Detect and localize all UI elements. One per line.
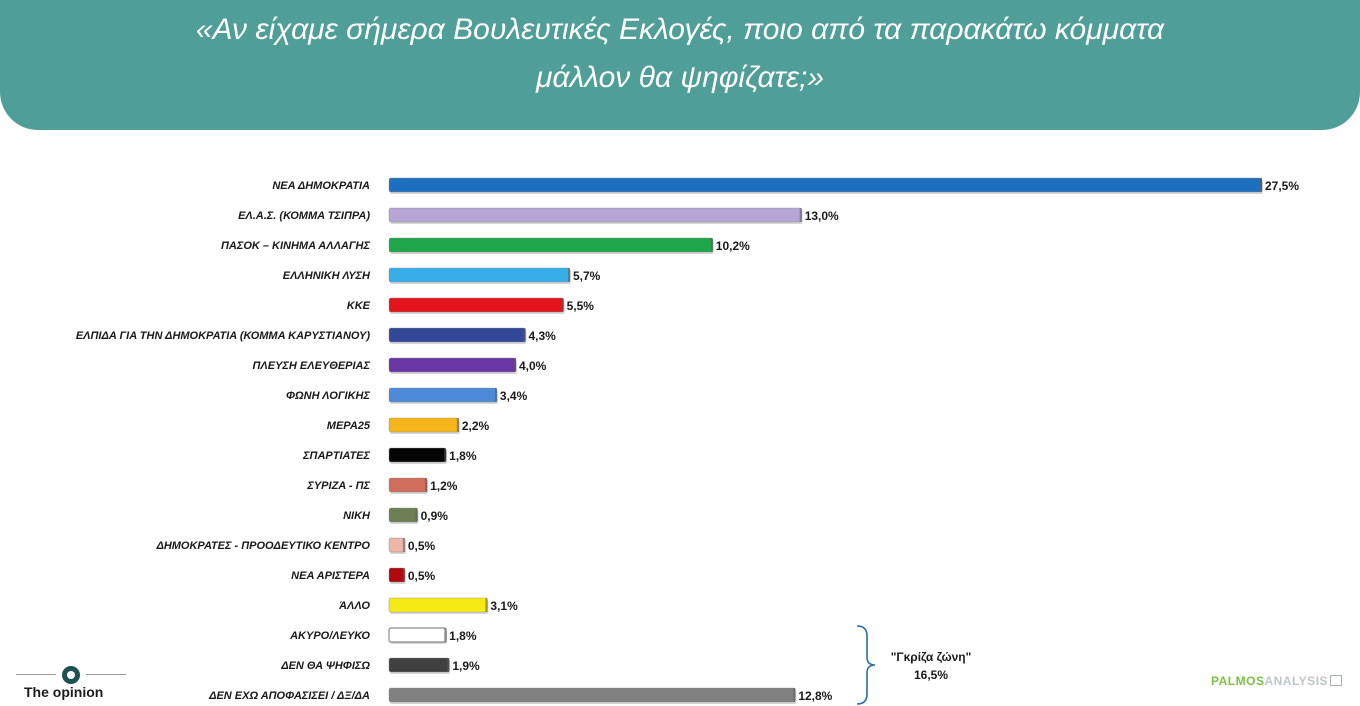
bar-end-cap <box>523 328 526 342</box>
category-label: ΝΕΑ ΑΡΙΣΤΕΡΑ <box>291 570 370 582</box>
value-label: 3,4% <box>500 389 528 403</box>
category-label: ΕΛΠΙΔΑ ΓΙΑ ΤΗΝ ΔΗΜΟΚΡΑΤΙΑ (ΚΟΜΜΑ ΚΑΡΥΣΤΙ… <box>76 330 370 342</box>
value-label: 10,2% <box>716 239 750 253</box>
value-label: 5,7% <box>573 269 601 283</box>
category-label: ΜΕΡΑ25 <box>327 420 371 432</box>
value-label: 27,5% <box>1265 179 1299 193</box>
value-label: 12,8% <box>798 689 832 703</box>
category-label: ΔΗΜΟΚΡΑΤΕΣ - ΠΡΟΟΔΕΥΤΙΚΟ ΚΕΝΤΡΟ <box>155 540 370 552</box>
value-label: 0,5% <box>408 569 436 583</box>
bar-end-cap <box>485 598 488 612</box>
the-opinion-wordmark: The opinion <box>24 684 104 700</box>
category-label: ΑΚΥΡΟ/ΛΕΥΚΟ <box>289 630 370 642</box>
bar-end-cap <box>425 478 428 492</box>
bar-end-cap <box>444 448 447 462</box>
grey-zone-value: 16,5% <box>914 668 948 682</box>
bar-end-cap <box>799 208 802 222</box>
bar <box>388 477 428 493</box>
bar <box>388 237 714 253</box>
category-label: ΝΕΑ ΔΗΜΟΚΡΑΤΙΑ <box>272 180 370 192</box>
bar-end-cap <box>793 688 796 702</box>
bar <box>388 687 796 703</box>
bar-end-cap <box>447 658 450 672</box>
value-label: 13,0% <box>805 209 839 223</box>
chart-title-line-2: μάλλον θα ψηφίζατε;» <box>535 61 825 94</box>
bar-end-cap <box>710 238 713 252</box>
category-label: ΠΑΣΟΚ – ΚΙΝΗΜΑ ΑΛΛΑΓΗΣ <box>221 240 371 252</box>
bar <box>388 177 1263 193</box>
value-label: 0,5% <box>408 539 436 553</box>
bar-end-cap <box>456 418 459 432</box>
bar-end-cap <box>561 298 564 312</box>
value-label: 1,8% <box>449 449 477 463</box>
value-label: 1,9% <box>452 659 480 673</box>
bar <box>388 207 802 223</box>
bar <box>388 507 418 523</box>
value-label: 1,8% <box>449 629 477 643</box>
category-label: ΕΛ.Α.Σ. (ΚΟΜΜΑ ΤΣΙΠΡΑ) <box>238 210 370 222</box>
bar <box>388 297 564 313</box>
value-label: 3,1% <box>490 599 518 613</box>
analysis-wordmark: ANALYSIS <box>1264 674 1329 688</box>
category-label: ΣΥΡΙΖΑ - ΠΣ <box>306 480 370 492</box>
bar <box>388 447 447 463</box>
palmos-analysis-logo: PALMOSANALYSIS <box>1211 674 1343 688</box>
bar <box>388 537 406 553</box>
chart-title: «Αν είχαμε σήμερα Βουλευτικές Εκλογές, π… <box>0 6 1360 102</box>
category-label: ΠΛΕΥΣΗ ΕΛΕΥΘΕΡΙΑΣ <box>253 360 371 372</box>
logo-rule-right <box>86 674 126 675</box>
bar <box>388 417 460 433</box>
category-label: ΣΠΑΡΤΙΑΤΕΣ <box>302 450 370 462</box>
category-label: ΦΩΝΗ ΛΟΓΙΚΗΣ <box>286 390 370 402</box>
logo-box-icon <box>1330 675 1343 686</box>
title-banner: «Αν είχαμε σήμερα Βουλευτικές Εκλογές, π… <box>0 0 1360 130</box>
category-label: ΝΙΚΗ <box>343 510 371 522</box>
the-opinion-logo: The opinion <box>10 664 140 704</box>
bar-end-cap <box>494 388 497 402</box>
bar-end-cap <box>415 508 418 522</box>
bar-end-cap <box>567 268 570 282</box>
category-label: ΆΛΛΟ <box>338 600 370 612</box>
value-label: 1,2% <box>430 479 458 493</box>
bar <box>388 267 571 283</box>
value-label: 5,5% <box>567 299 595 313</box>
value-label: 4,0% <box>519 359 547 373</box>
bar <box>388 567 406 583</box>
palmos-wordmark: PALMOS <box>1211 674 1265 688</box>
bar <box>388 327 526 343</box>
chart-title-line-1: «Αν είχαμε σήμερα Βουλευτικές Εκλογές, π… <box>195 13 1165 46</box>
bar-end-cap <box>444 628 447 642</box>
category-label: ΔΕΝ ΘΑ ΨΗΦΙΣΩ <box>280 660 370 672</box>
bar <box>388 387 498 403</box>
bar-end-cap <box>1260 178 1262 192</box>
category-label: ΕΛΛΗΝΙΚΗ ΛΥΣΗ <box>283 270 371 282</box>
bar-end-cap <box>513 358 516 372</box>
bar <box>388 357 517 373</box>
grey-zone-label: "Γκρίζα ζώνη" <box>891 650 972 664</box>
value-label: 4,3% <box>529 329 557 343</box>
bar <box>388 597 488 613</box>
bar-end-cap <box>402 568 405 582</box>
logo-rule-left <box>16 674 56 675</box>
value-label: 0,9% <box>421 509 449 523</box>
category-label: ΚΚΕ <box>347 300 371 312</box>
bar <box>388 657 450 673</box>
value-label: 2,2% <box>462 419 490 433</box>
bar-end-cap <box>402 538 405 552</box>
bar <box>388 627 447 643</box>
logo-o-icon <box>62 666 80 684</box>
category-label: ΔΕΝ ΕΧΩ ΑΠΟΦΑΣΙΣΕΙ / ΔΞ/ΔΑ <box>208 690 370 702</box>
grey-zone-brace <box>856 625 876 705</box>
